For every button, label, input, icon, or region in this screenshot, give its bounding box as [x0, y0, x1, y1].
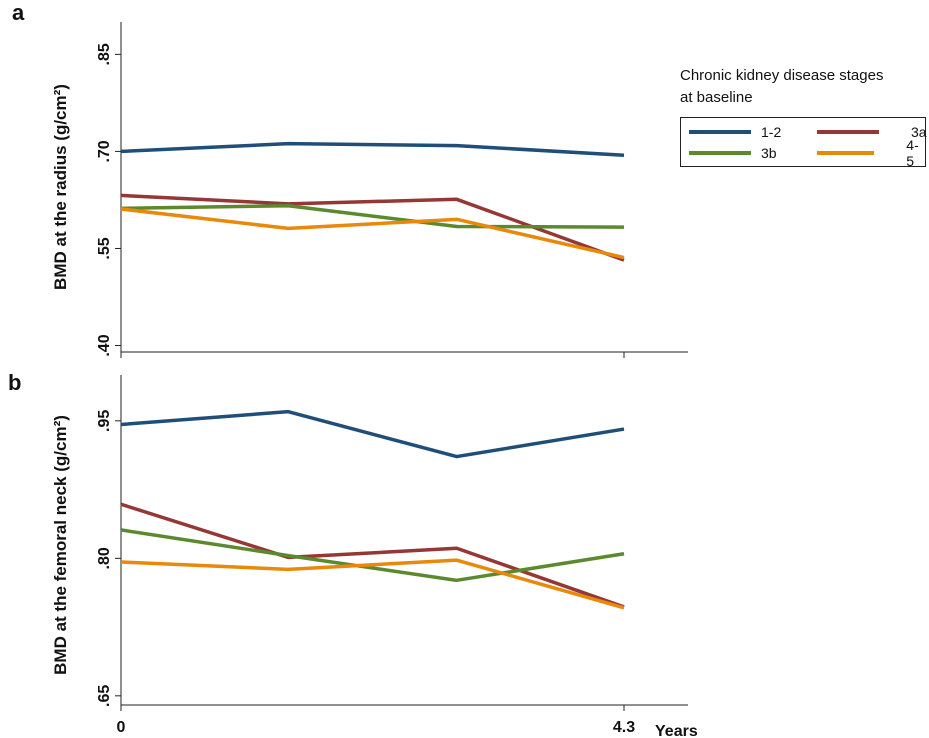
legend-box: 1-2 3a 3b 4-5	[680, 117, 927, 169]
legend-item-4-5: 4-5	[817, 137, 925, 169]
legend-label-4-5: 4-5	[906, 137, 919, 169]
panel-b-xtick-label-0: 0	[117, 719, 126, 736]
panel-b-ytick-label-2: .95	[96, 410, 113, 432]
panel-a-ytick-label-0: .40	[96, 334, 113, 356]
panel-b-ytick-label-0: .65	[96, 685, 113, 707]
panel-b-ytick-label-1: .80	[96, 547, 113, 569]
legend-title-line1: Chronic kidney disease stages	[680, 67, 884, 84]
panel-a-ylabel: BMD at the radius (g/cm²)	[51, 84, 70, 290]
legend-item-3a: 3a	[817, 122, 927, 142]
panel-b-line-3a	[120, 502, 625, 609]
legend-title-line2: at baseline	[680, 89, 753, 106]
legend-label-3b: 3b	[761, 145, 777, 161]
panel-a-ytick-label-2: .70	[96, 140, 113, 162]
panel-b-xtick-label-1: 4.3	[613, 719, 635, 736]
panel-b-ylabel: BMD at the femoral neck (g/cm²)	[51, 415, 70, 675]
legend-item-1-2: 1-2	[689, 122, 781, 142]
legend: Chronic kidney disease stages at baselin…	[680, 65, 929, 169]
panel-b-line-1-2	[120, 409, 625, 459]
legend-swatch-4-5	[817, 151, 875, 155]
panel-a-line-1-2	[120, 141, 625, 158]
legend-swatch-1-2	[689, 130, 751, 134]
panel-a-line-3b	[120, 204, 625, 229]
legend-label-3a: 3a	[911, 124, 927, 140]
legend-swatch-3a	[817, 130, 879, 134]
panel-a-ytick-label-3: .85	[96, 43, 113, 65]
panel-a-line-3a	[120, 193, 625, 262]
panel-a-letter: a	[12, 0, 25, 25]
panel-a-ytick-label-1: .55	[96, 237, 113, 259]
panel-b-xlabel: Years	[655, 723, 698, 738]
panel-b-line-3b	[120, 528, 625, 583]
legend-item-3b: 3b	[689, 143, 777, 163]
legend-swatch-3b	[689, 151, 751, 155]
panel-a-line-4-5	[120, 207, 625, 260]
legend-label-1-2: 1-2	[761, 124, 782, 140]
panel-b-letter: b	[8, 370, 21, 395]
panel-b-line-4-5	[120, 558, 625, 610]
